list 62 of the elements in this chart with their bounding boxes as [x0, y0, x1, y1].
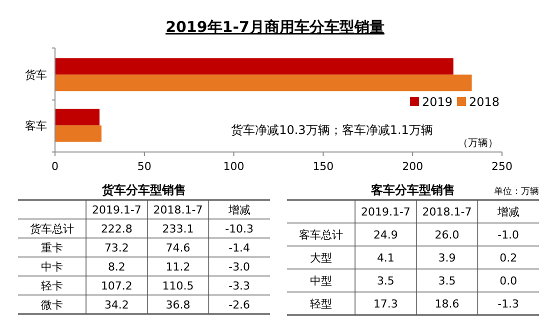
text: 客车分车型销售 — [370, 183, 455, 197]
x-tick-label: 200 — [402, 160, 424, 173]
text: 74.6 — [166, 242, 190, 254]
text: 107.2 — [100, 280, 132, 292]
category-label: 轻卡 — [41, 280, 64, 292]
text: 34.2 — [104, 298, 129, 312]
category-label: 微卡 — [41, 298, 64, 312]
category-label: 中型 — [310, 274, 332, 288]
bar — [55, 108, 100, 126]
text: -2.6 — [228, 298, 250, 312]
text: 36.8 — [166, 298, 190, 312]
category-label: 货车总计 — [30, 222, 74, 236]
text: 24.9 — [373, 228, 398, 242]
text: -1.4 — [228, 242, 250, 254]
category-label: 2018.1-7 — [422, 206, 472, 218]
text: 3.5 — [438, 274, 456, 288]
text: 73.2 — [104, 242, 129, 254]
text: 11.2 — [166, 260, 190, 274]
text: 单位：万辆 — [494, 186, 539, 197]
x-tick-label: 0 — [52, 160, 58, 173]
x-tick-label: 250 — [492, 160, 512, 173]
bar — [55, 125, 102, 142]
text: -3.0 — [228, 260, 250, 274]
text: -1.3 — [498, 298, 520, 310]
text: 0.2 — [500, 252, 518, 264]
annotation: 货车净减10.3万辆；客车净减1.1万辆 — [231, 123, 433, 137]
legend-label: 2019 — [422, 95, 453, 109]
text: -1.0 — [498, 228, 520, 242]
text: -10.3 — [225, 222, 254, 236]
chart-title: 2019年1-7月商用车分车型销量 — [166, 18, 384, 36]
text: 3.5 — [376, 274, 394, 288]
y-tick-label: 客车 — [25, 119, 47, 132]
category-label: 增减 — [227, 204, 250, 216]
x-tick-label: 50 — [137, 160, 152, 173]
text: 110.5 — [162, 280, 194, 292]
text: 26.0 — [434, 228, 460, 242]
bar — [55, 74, 472, 92]
category-label: 客车总计 — [299, 228, 344, 242]
category-label: 2019.1-7 — [92, 204, 142, 216]
category-label: 轻型 — [310, 298, 332, 310]
category-label: 大型 — [310, 252, 332, 264]
text: 18.6 — [434, 298, 460, 310]
text: 17.3 — [373, 298, 398, 310]
category-label: 2019.1-7 — [360, 206, 410, 218]
text: 货车分车型销售 — [101, 183, 186, 197]
legend-label: 2018 — [469, 95, 500, 109]
text: 4.1 — [376, 252, 394, 264]
x-axis-title: （万辆） — [458, 137, 498, 149]
text: 0.0 — [500, 274, 518, 288]
category-label: 2018.1-7 — [153, 204, 203, 216]
category-label: 增减 — [496, 206, 520, 218]
bar — [55, 58, 454, 75]
text: 3.9 — [438, 252, 456, 264]
y-tick-label: 货车 — [25, 68, 47, 82]
text: 233.1 — [162, 222, 194, 236]
x-tick-label: 100 — [223, 160, 244, 173]
text: 222.8 — [100, 222, 132, 236]
text: -3.3 — [228, 280, 250, 292]
category-label: 重卡 — [41, 242, 64, 254]
text: 8.2 — [108, 260, 126, 274]
x-tick-label: 150 — [312, 160, 334, 173]
category-label: 中卡 — [41, 260, 64, 274]
